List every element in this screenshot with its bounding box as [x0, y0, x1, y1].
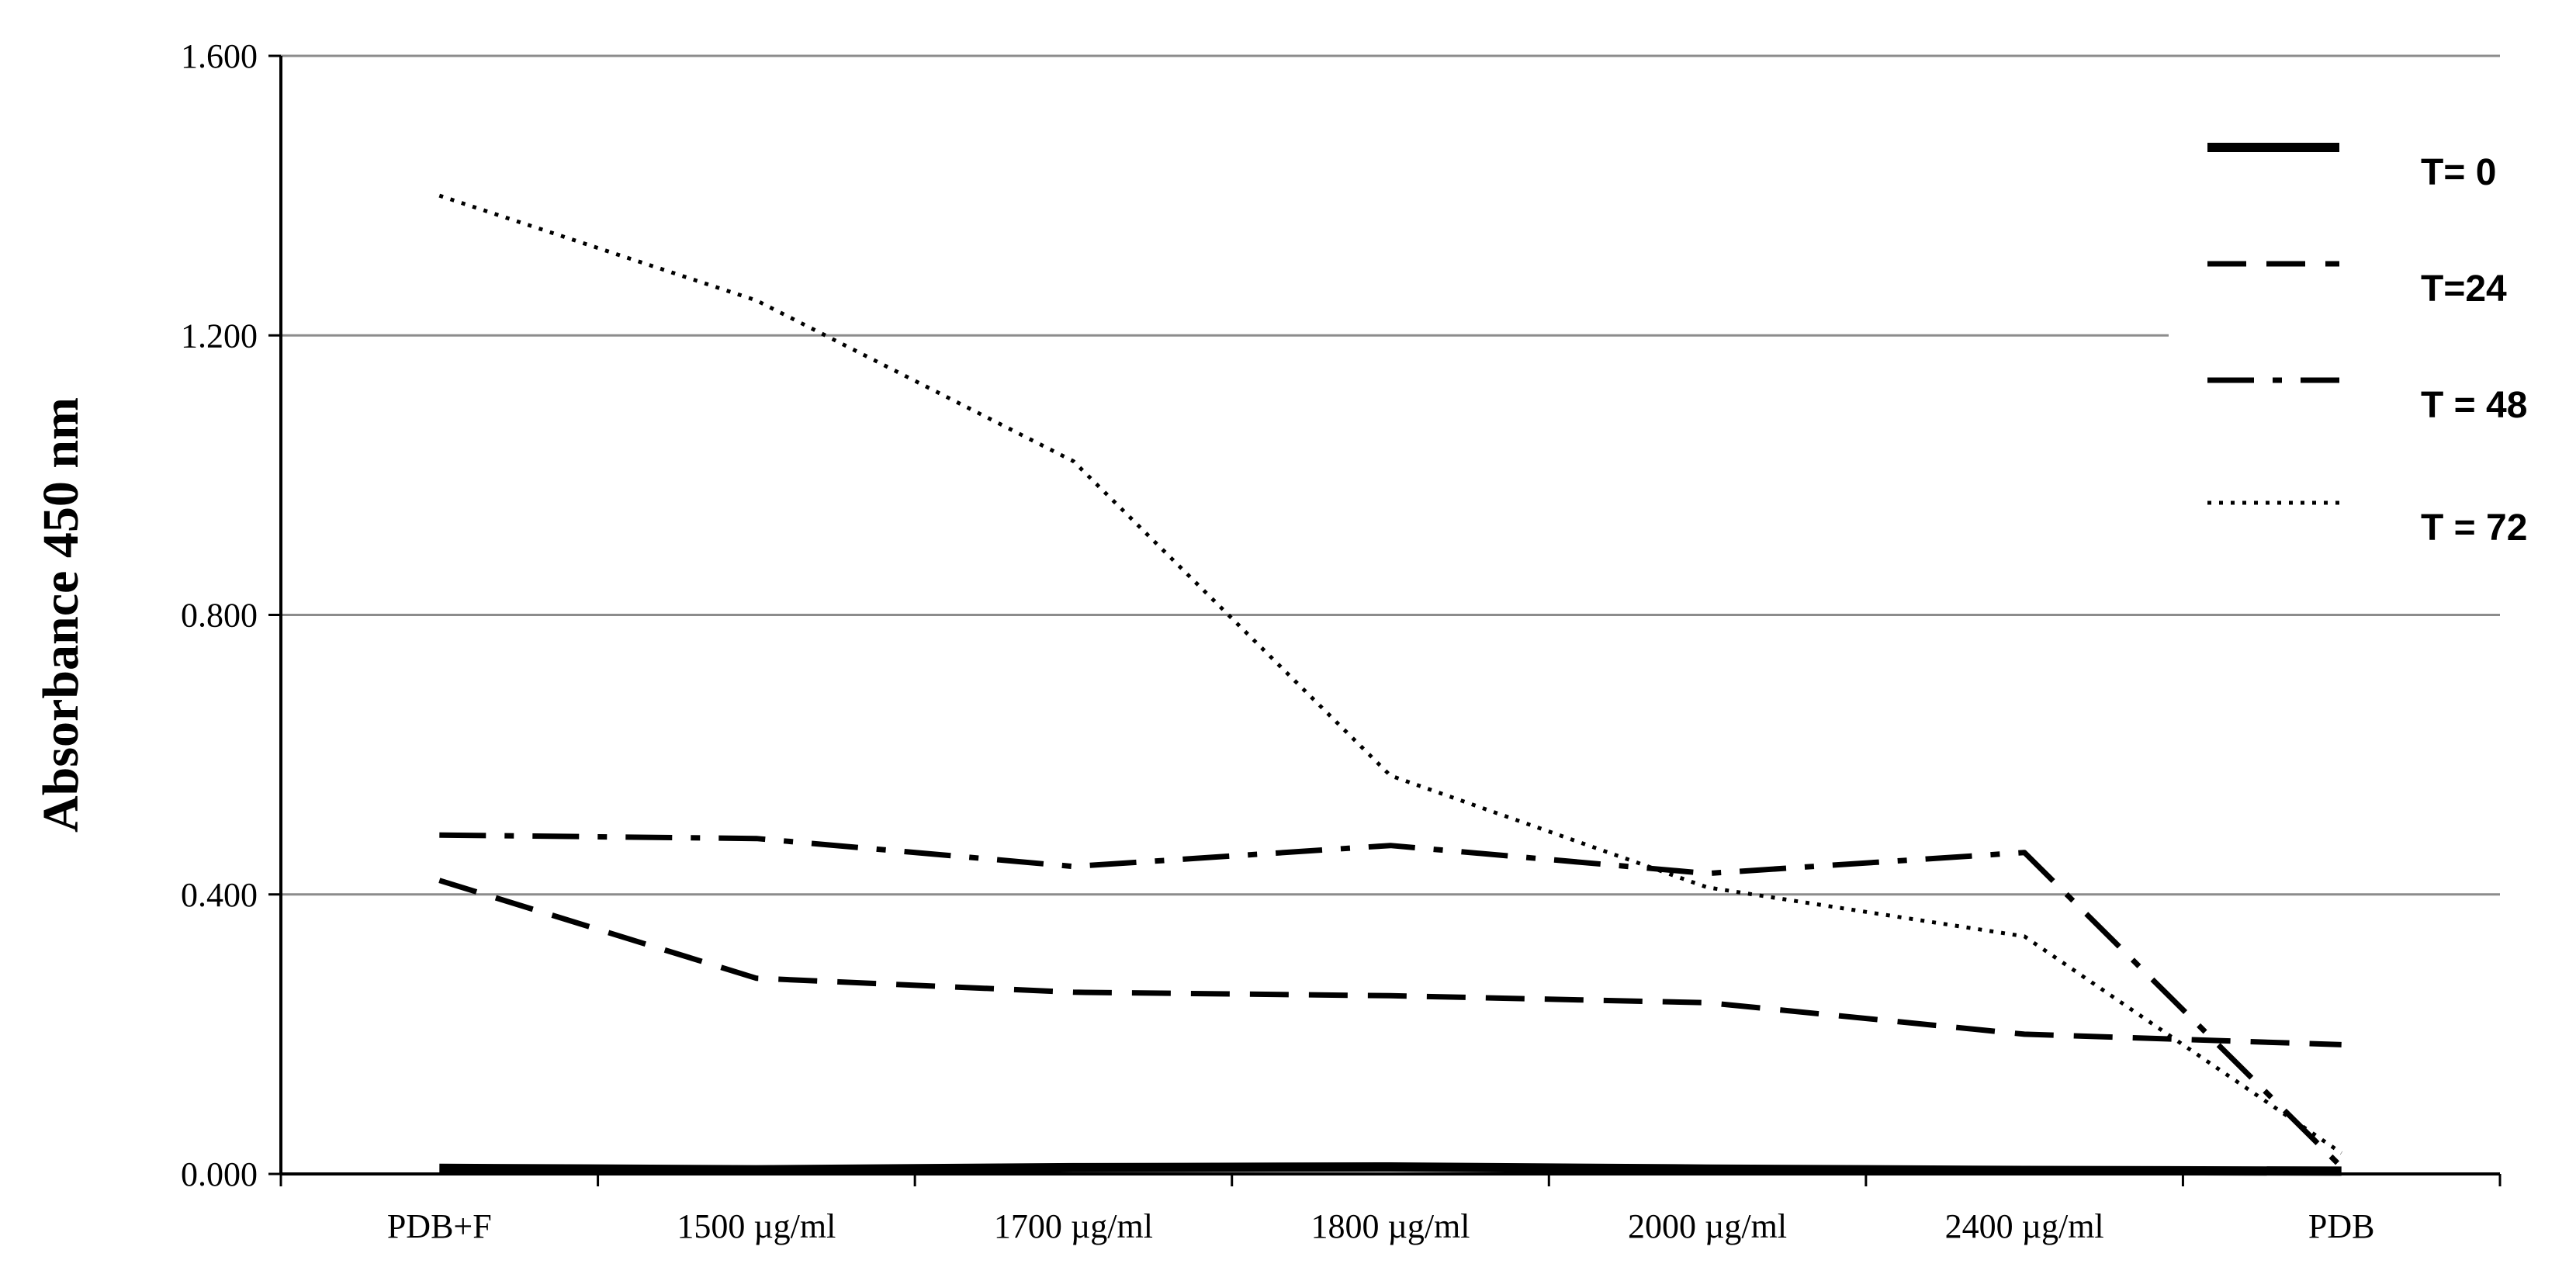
x-axis-ticks: PDB+F 1500 µg/ml 1700 µg/ml 1800 µg/ml 2000 … [279, 1174, 2502, 1245]
y-tick-label: 1.200 [181, 317, 258, 355]
x-tick-label: 1500 µg/ml [677, 1207, 836, 1245]
gridlines [281, 54, 2500, 896]
y-tick-label: 1.600 [181, 37, 258, 75]
x-tick-label: PDB [2308, 1207, 2375, 1245]
legend-label: T= 0 [2421, 152, 2496, 193]
y-tick-label: 0.000 [181, 1155, 258, 1193]
legend: T= 0 T=24 T = 48 T = 72 [2169, 101, 2557, 566]
x-tick-label: 2400 µg/ml [1945, 1207, 2104, 1245]
x-tick-label: 2000 µg/ml [1628, 1207, 1787, 1245]
y-tick-label: 0.800 [181, 597, 258, 635]
series-line-dashed [438, 878, 2342, 1047]
y-tick-label: 0.400 [181, 876, 258, 914]
series-line-solid [439, 1162, 2342, 1176]
legend-label: T = 48 [2421, 385, 2527, 426]
legend-label: T = 72 [2421, 507, 2527, 549]
y-axis-ticks: 0.000 0.400 0.800 1.200 1.600 [181, 37, 281, 1193]
y-axis-label: Absorbance 450 nm [33, 397, 89, 833]
series-lines [438, 193, 2344, 1176]
legend-label: T=24 [2421, 268, 2507, 310]
x-tick-label: 1700 µg/ml [994, 1207, 1153, 1245]
x-tick-label: 1800 µg/ml [1311, 1207, 1470, 1245]
series-line-dashdot [439, 832, 2344, 1169]
x-tick-label: PDB+F [387, 1207, 492, 1245]
series-line-dotted [438, 193, 2343, 1155]
legend-background [2169, 101, 2557, 566]
